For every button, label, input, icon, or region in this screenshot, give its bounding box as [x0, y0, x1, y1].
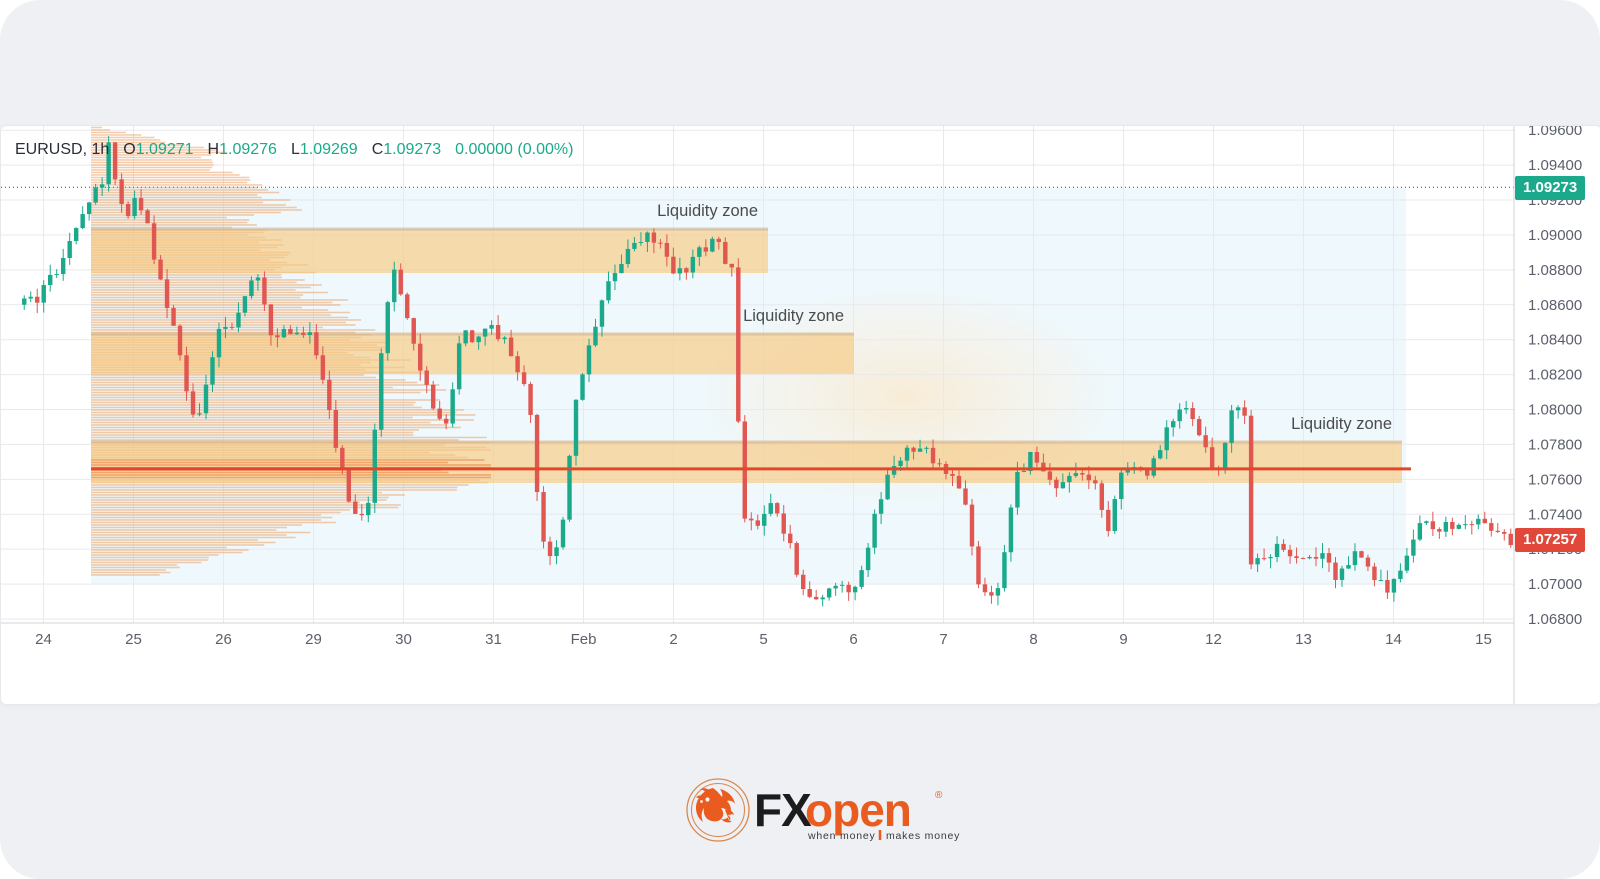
- svg-text:9: 9: [1119, 631, 1127, 648]
- svg-text:®: ®: [935, 790, 943, 801]
- svg-text:26: 26: [215, 631, 232, 648]
- svg-text:8: 8: [1029, 631, 1037, 648]
- svg-text:31: 31: [485, 631, 502, 648]
- svg-text:14: 14: [1385, 631, 1402, 648]
- svg-text:1.08800: 1.08800: [1528, 262, 1582, 279]
- svg-text:1.09600: 1.09600: [1528, 126, 1582, 139]
- svg-text:1.08000: 1.08000: [1528, 402, 1582, 419]
- svg-text:when money: when money: [807, 830, 876, 842]
- svg-text:Feb: Feb: [571, 631, 597, 648]
- svg-text:1.08600: 1.08600: [1528, 297, 1582, 314]
- svg-text:15: 15: [1475, 631, 1492, 648]
- svg-text:1.07000: 1.07000: [1528, 576, 1582, 593]
- svg-text:1.09000: 1.09000: [1528, 227, 1582, 244]
- svg-text:Liquidity zone: Liquidity zone: [1291, 415, 1392, 433]
- svg-text:5: 5: [759, 631, 767, 648]
- svg-text:13: 13: [1295, 631, 1312, 648]
- svg-text:2: 2: [669, 631, 677, 648]
- svg-text:1.07600: 1.07600: [1528, 471, 1582, 488]
- svg-text:open: open: [805, 784, 911, 836]
- svg-text:24: 24: [35, 631, 52, 648]
- svg-text:Liquidity zone: Liquidity zone: [743, 307, 844, 325]
- svg-text:Liquidity zone: Liquidity zone: [657, 202, 758, 220]
- svg-text:FX: FX: [754, 784, 812, 836]
- svg-text:1.08200: 1.08200: [1528, 367, 1582, 384]
- svg-text:1.08400: 1.08400: [1528, 332, 1582, 349]
- svg-text:12: 12: [1205, 631, 1222, 648]
- svg-text:29: 29: [305, 631, 322, 648]
- svg-text:6: 6: [849, 631, 857, 648]
- svg-text:30: 30: [395, 631, 412, 648]
- svg-text:1.07400: 1.07400: [1528, 506, 1582, 523]
- svg-text:1.09400: 1.09400: [1528, 157, 1582, 174]
- svg-text:7: 7: [939, 631, 947, 648]
- svg-text:25: 25: [125, 631, 142, 648]
- svg-text:makes money: makes money: [886, 830, 960, 842]
- svg-text:1.06800: 1.06800: [1528, 611, 1582, 628]
- svg-text:1.07800: 1.07800: [1528, 436, 1582, 453]
